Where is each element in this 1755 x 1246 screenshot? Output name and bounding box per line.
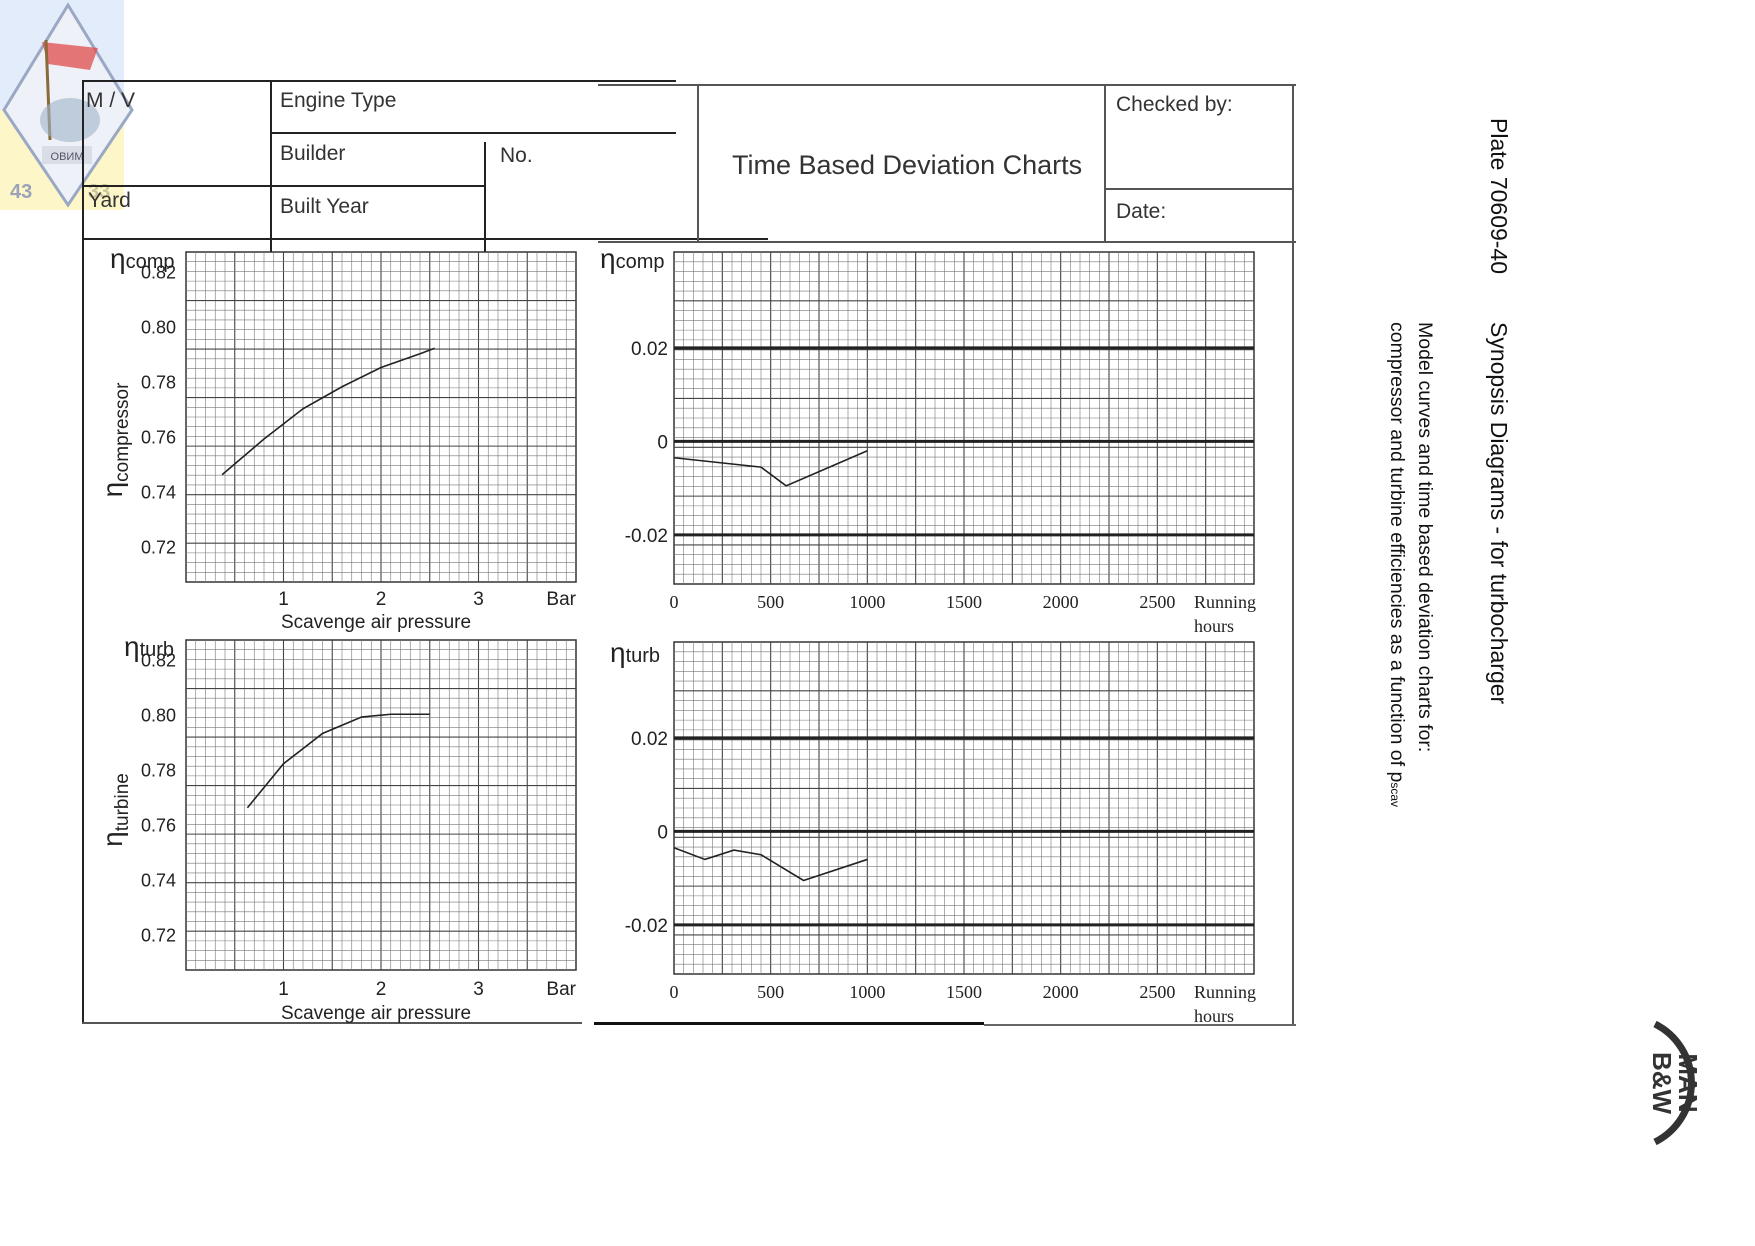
x-tick-label: 1000 (849, 982, 885, 1002)
y-tick-label: 0.82 (141, 650, 176, 670)
x-tick-label: 1 (278, 589, 289, 610)
data-line (246, 713, 430, 809)
y-tick-label: 0 (657, 822, 668, 843)
y-tick-label: 0.72 (141, 537, 176, 557)
x-axis-label: Running (1194, 592, 1256, 612)
y-tick-label: 0 (657, 432, 668, 453)
x-tick-label: 2 (376, 589, 387, 610)
checked-by-label: Checked by: (1116, 93, 1233, 116)
turbine-model-chart: 0.82 0.80 0.78 0.76 0.74 0.72 1 2 3 Bar Scavenge a… (97, 631, 577, 1024)
y-tick-label: 0.72 (141, 925, 176, 945)
x-tick-label: 2500 (1139, 592, 1175, 612)
stamp-logo: ОВИМ 43 33 (0, 0, 140, 230)
data-line (673, 846, 868, 882)
page-title: Time Based Deviation Charts (732, 150, 1083, 180)
x-axis-label-2: hours (1194, 616, 1234, 636)
caption-line-1: Model curves and time based deviation ch… (1414, 322, 1436, 753)
logo-text-top: MAN (1673, 1053, 1703, 1112)
y-axis-label: ηturbine (97, 773, 133, 847)
y-tick-label: 0.76 (141, 815, 176, 835)
x-tick-label: 3 (473, 589, 484, 610)
x-tick-label: 0 (670, 592, 679, 612)
corner-label: ηcomp (600, 243, 664, 274)
y-tick-label: 0.74 (141, 870, 176, 890)
y-tick-label: 0.02 (631, 729, 668, 750)
y-tick-label: -0.02 (625, 526, 668, 547)
builder-label: Builder (280, 142, 346, 165)
x-axis-label: Running (1194, 982, 1256, 1002)
x-tick-label: 1500 (946, 982, 982, 1002)
x-axis-label: Scavenge air pressure (281, 612, 471, 633)
x-tick-label: 1500 (946, 592, 982, 612)
y-tick-label: 0.80 (141, 317, 176, 337)
y-tick-label: 0.82 (141, 262, 176, 282)
no-label: No. (500, 144, 533, 167)
x-tick-label: 0 (670, 982, 679, 1002)
data-line (673, 449, 868, 487)
compressor-deviation-chart: 0.02 0 -0.02 0 500 1000 1500 2000 2500 Running hou… (600, 243, 1256, 636)
x-unit-label: Bar (546, 979, 576, 1000)
caption-subscript: scav (1388, 782, 1402, 808)
built-year-label: Built Year (280, 195, 369, 218)
corner-label: ηcomp (110, 243, 174, 274)
y-tick-label: 0.80 (141, 705, 176, 725)
mv-label: M / V (86, 89, 136, 112)
x-tick-label: 2 (376, 979, 387, 1000)
corner-label: ηturb (124, 631, 174, 662)
man-bw-logo: MAN B&W (1615, 1018, 1725, 1188)
compressor-model-chart: 0.82 0.80 0.78 0.76 0.74 0.72 1 2 3 Bar Scavenge a… (97, 243, 577, 633)
yard-label: Yard (88, 189, 131, 212)
x-unit-label: Bar (546, 589, 576, 610)
y-tick-label: 0.78 (141, 760, 176, 780)
y-tick-label: -0.02 (625, 916, 668, 937)
y-tick-label: 0.74 (141, 482, 176, 502)
side-heading: Synopsis Diagrams - for turbocharger (1486, 322, 1512, 705)
stamp-number-left: 43 (10, 181, 32, 203)
x-tick-label: 500 (757, 982, 784, 1002)
turbine-deviation-chart: 0.02 0 -0.02 0 500 1000 1500 2000 2500 Running hou… (610, 637, 1256, 1026)
x-tick-label: 3 (473, 979, 484, 1000)
x-tick-label: 500 (757, 592, 784, 612)
y-axis-label: ηcompressor (97, 382, 133, 498)
x-axis-label: Scavenge air pressure (281, 1003, 471, 1024)
x-tick-label: 1000 (849, 592, 885, 612)
x-tick-label: 2000 (1043, 592, 1079, 612)
x-axis-label-2: hours (1194, 1006, 1234, 1026)
plate-number: Plate 70609-40 (1486, 118, 1512, 275)
stamp-badge-text: ОВИМ (51, 151, 84, 163)
y-tick-label: 0.76 (141, 427, 176, 447)
corner-label: ηturb (610, 637, 660, 668)
x-tick-label: 1 (278, 979, 289, 1000)
date-label: Date: (1116, 200, 1167, 223)
engine-type-label: Engine Type (280, 89, 397, 112)
logo-text-bottom: B&W (1647, 1052, 1677, 1115)
y-tick-label: 0.78 (141, 372, 176, 392)
y-tick-label: 0.02 (631, 339, 668, 360)
x-tick-label: 2000 (1043, 982, 1079, 1002)
charts-canvas: 0.82 0.80 0.78 0.76 0.74 0.72 1 2 3 Bar Scavenge a… (97, 243, 1256, 1026)
data-line (221, 347, 435, 476)
x-tick-label: 2500 (1139, 982, 1175, 1002)
caption-line-2: compressor and turbine efficiencies as a… (1386, 322, 1408, 808)
